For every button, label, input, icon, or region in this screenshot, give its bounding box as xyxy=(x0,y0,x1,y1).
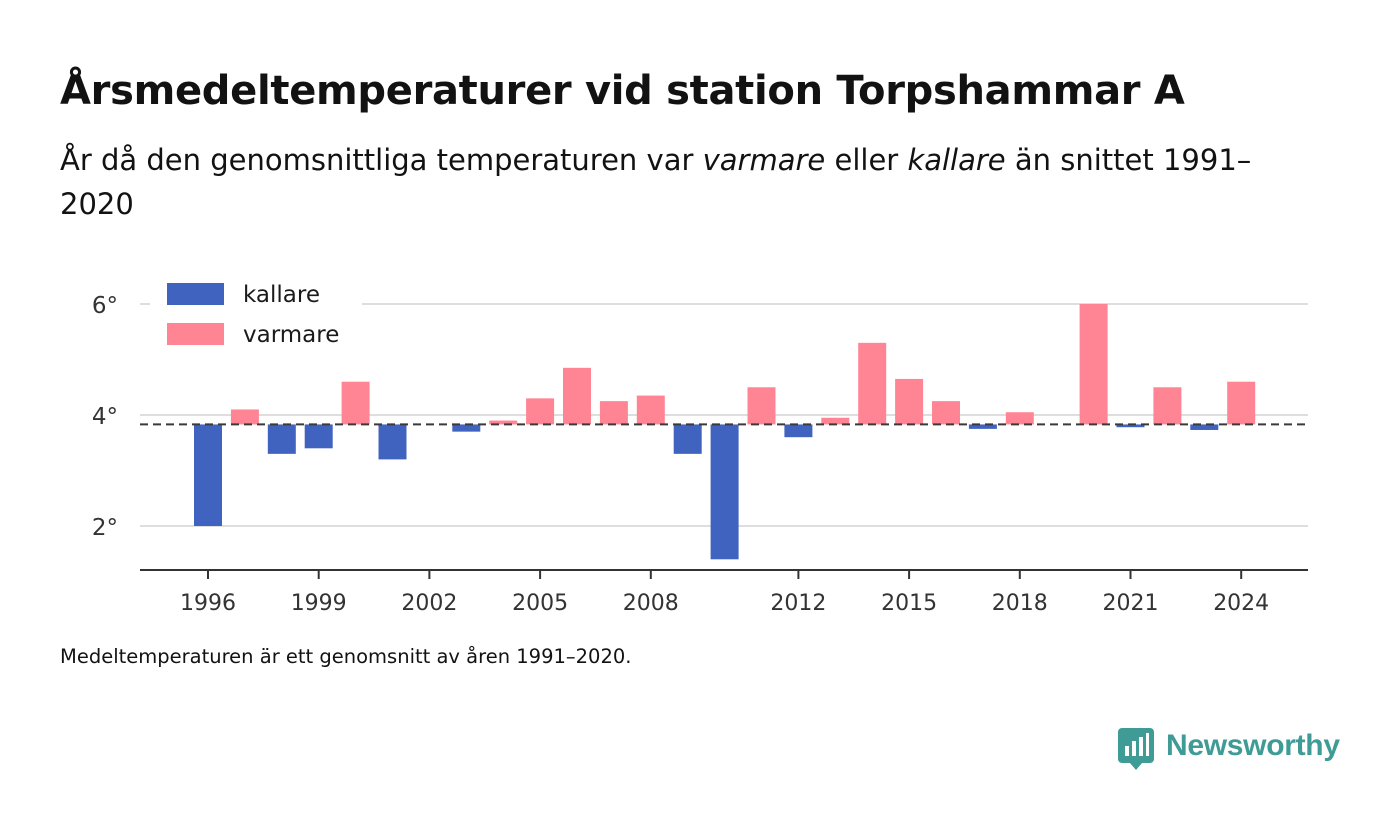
newsworthy-logo-icon xyxy=(1118,728,1154,770)
footnote: Medeltemperaturen är ett genomsnitt av å… xyxy=(60,645,632,668)
subtitle-start: År då den genomsnittliga temperaturen va… xyxy=(60,143,703,177)
bar-2016 xyxy=(932,401,960,425)
legend-label-varmare: varmare xyxy=(243,322,339,348)
bar-1998 xyxy=(267,424,296,454)
bar-2024 xyxy=(1227,381,1256,425)
y-tick-label: 4° xyxy=(92,404,118,430)
bars xyxy=(194,304,1256,560)
brand-logo[interactable]: Newsworthy xyxy=(1118,728,1340,772)
bar-2023 xyxy=(1190,424,1219,430)
bar-chart: 2° 4° 6° 1996 1999 2002 2005 2008 2012 2015 2018 2… xyxy=(91,272,1308,616)
bar-2014 xyxy=(858,342,887,425)
bar-2017 xyxy=(968,424,997,429)
x-tick-label: 1996 xyxy=(180,591,236,616)
x-tick-label: 2021 xyxy=(1103,591,1159,616)
legend-swatch-kallare xyxy=(167,283,224,305)
legend-swatch-varmare xyxy=(167,323,224,345)
y-tick-label: 2° xyxy=(92,515,118,541)
bar-2005 xyxy=(526,398,555,425)
bar-2006 xyxy=(563,367,591,425)
x-tick-label: 2002 xyxy=(401,591,457,616)
bar-2018 xyxy=(1005,412,1034,425)
subtitle-end: än snittet 1991–2020 xyxy=(60,143,1252,221)
bar-2022 xyxy=(1153,387,1182,425)
x-tick-label: 1999 xyxy=(291,591,347,616)
legend-label-kallare: kallare xyxy=(243,282,320,308)
subtitle-warmer: varmare xyxy=(702,143,826,177)
x-axis: 1996 1999 2002 2005 2008 2012 2015 2018 2021 2024 xyxy=(140,569,1308,616)
bar-2020 xyxy=(1079,304,1108,425)
chart-title: Årsmedeltemperaturer vid station Torpsha… xyxy=(60,68,1185,114)
bar-2009 xyxy=(673,424,702,454)
bar-2010 xyxy=(710,424,739,560)
bar-1996 xyxy=(194,424,222,526)
x-tick-label: 2024 xyxy=(1213,591,1269,616)
subtitle-colder: kallare xyxy=(907,143,1006,177)
legend: kallare varmare xyxy=(150,272,362,356)
y-tick-label: 6° xyxy=(92,293,118,319)
x-tick-label: 2005 xyxy=(512,591,568,616)
bar-2021 xyxy=(1116,424,1145,428)
y-axis-labels: 2° 4° 6° xyxy=(92,293,118,541)
bar-2001 xyxy=(378,424,407,460)
bar-2015 xyxy=(895,378,924,425)
x-tick-label: 2015 xyxy=(881,591,937,616)
bar-2013 xyxy=(821,417,850,425)
x-tick-label: 2018 xyxy=(992,591,1048,616)
bar-2000 xyxy=(341,381,370,425)
brand-name: Newsworthy xyxy=(1166,729,1340,762)
bar-2012 xyxy=(784,424,813,438)
x-tick-label: 2012 xyxy=(770,591,826,616)
bar-2003 xyxy=(452,424,481,432)
bar-2011 xyxy=(747,387,776,425)
bar-1997 xyxy=(230,409,259,425)
chart-subtitle: År då den genomsnittliga temperaturen va… xyxy=(60,138,1300,226)
subtitle-middle: eller xyxy=(825,143,908,177)
bar-2007 xyxy=(599,401,628,425)
bar-2004 xyxy=(489,420,518,425)
x-tick-label: 2008 xyxy=(623,591,679,616)
bar-1999 xyxy=(304,424,333,449)
bar-2008 xyxy=(636,395,665,425)
